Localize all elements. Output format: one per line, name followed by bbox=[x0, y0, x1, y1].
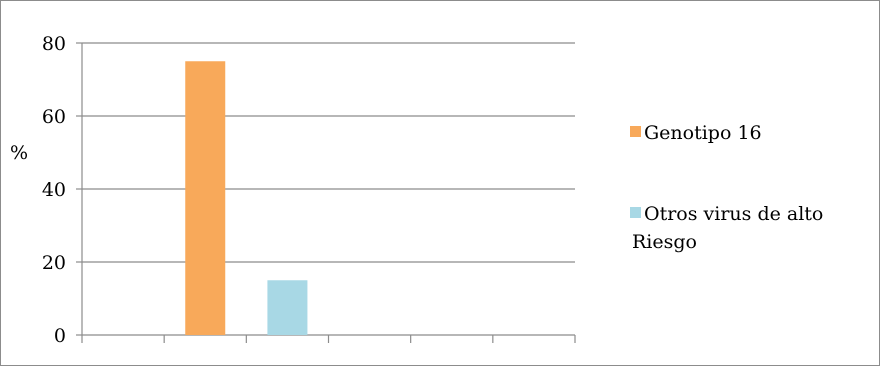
gridlines bbox=[82, 42, 575, 263]
x-axis bbox=[81, 334, 576, 343]
y-tick-label-40: 40 bbox=[42, 179, 66, 201]
y-tick-label-80: 80 bbox=[42, 33, 66, 55]
bar-genotipo-16 bbox=[185, 61, 226, 335]
legend-swatch-genotipo-16 bbox=[630, 126, 641, 137]
y-axis: 0 20 40 60 80 bbox=[42, 33, 83, 347]
legend-label-genotipo-16: Genotipo 16 bbox=[644, 122, 762, 144]
legend-swatch-otros-virus bbox=[630, 207, 641, 218]
y-tick-label-60: 60 bbox=[42, 106, 66, 128]
y-axis-label: % bbox=[10, 142, 28, 164]
legend-label-otros-virus: Otros virus de alto Riesgo bbox=[632, 203, 823, 253]
y-tick-label-0: 0 bbox=[54, 325, 66, 347]
y-tick-label-20: 20 bbox=[42, 252, 66, 274]
legend: Genotipo 16 Otros virus de alto Riesgo bbox=[630, 122, 823, 253]
bars bbox=[185, 61, 308, 335]
bar-otros-virus bbox=[267, 280, 308, 335]
